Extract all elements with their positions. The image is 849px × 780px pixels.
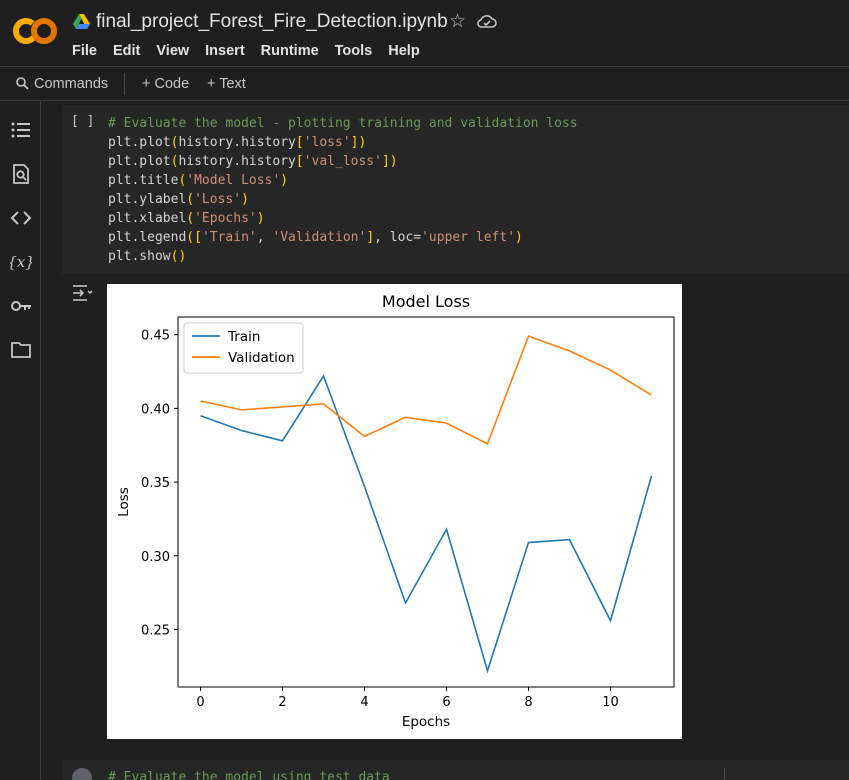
app-header: final_project_Forest_Fire_Detection.ipyn… [0,0,849,66]
code-editor[interactable]: # Evaluate the model - plotting training… [108,114,578,266]
toolbar-divider [124,73,125,95]
chart-output: 0 2 4 6 8 10 0.25 0.30 0.35 0.40 0.45 Model Loss Epo… [107,284,682,739]
x-tick-label: 0 [196,695,204,710]
y-tick-label: 0.35 [141,476,170,491]
menu-tools[interactable]: Tools [334,43,373,59]
y-tick-label: 0.40 [141,402,170,417]
next-cell-code: # Evaluate the model using test data [108,770,390,780]
svg-text:{x}: {x} [10,253,32,271]
add-code-button[interactable]: + Code [142,76,190,92]
colab-logo[interactable] [13,15,57,47]
add-text-button[interactable]: + Text [207,76,246,92]
menu-edit[interactable]: Edit [112,43,141,59]
series-line-validation [200,335,652,445]
find-replace-icon[interactable] [10,163,32,185]
y-tick-label: 0.30 [141,550,170,565]
google-drive-icon [73,14,90,29]
cloud-saved-icon[interactable] [477,13,497,31]
notebook-title[interactable]: final_project_Forest_Fire_Detection.ipyn… [96,11,448,32]
x-axis-label: Epochs [402,714,450,730]
next-code-cell[interactable] [62,760,849,780]
output-toggle-icon[interactable] [72,284,94,302]
x-tick-label: 2 [278,695,286,710]
chart-title: Model Loss [382,292,470,311]
left-sidebar: {x} [0,101,41,780]
x-tick-label: 10 [602,695,619,710]
x-tick-label: 6 [442,695,450,710]
code-line: plt.plot(history.history['loss']) [108,135,367,150]
code-line: plt.xlabel('Epochs') [108,211,265,226]
secrets-key-icon[interactable] [10,295,32,317]
table-of-contents-icon[interactable] [10,119,32,141]
menu-bar: File Edit View Insert Runtime Tools Help [72,43,436,59]
code-line: plt.show() [108,249,187,264]
toolbar: Commands + Code + Text [0,66,849,101]
files-folder-icon[interactable] [10,339,32,361]
code-line: plt.legend(['Train', 'Validation'], loc=… [108,230,523,245]
legend-label-validation: Validation [228,350,295,366]
next-run-button[interactable] [72,768,92,780]
menu-runtime[interactable]: Runtime [260,43,319,59]
run-cell-button[interactable]: [ ] [71,114,95,129]
variables-icon[interactable]: {x} [10,251,32,273]
code-line: plt.ylabel('Loss') [108,192,249,207]
y-tick-label: 0.25 [141,624,170,639]
menu-view[interactable]: View [156,43,190,59]
x-tick-label: 8 [524,695,532,710]
menu-insert[interactable]: Insert [205,43,245,59]
commands-button[interactable]: Commands [34,76,109,92]
y-axis-label: Loss [116,487,132,517]
x-tick-label: 4 [360,695,368,710]
next-cell-divider [724,768,725,780]
code-line: plt.title('Model Loss') [108,173,289,188]
menu-file[interactable]: File [72,43,97,59]
plot-area [177,316,675,688]
code-line: # Evaluate the model - plotting training… [108,116,578,131]
menu-help[interactable]: Help [388,43,420,59]
loss-chart: 0 2 4 6 8 10 0.25 0.30 0.35 0.40 0.45 Model Loss Epo… [116,292,675,730]
code-snippets-icon[interactable] [10,207,32,229]
star-icon[interactable]: ☆ [449,11,467,32]
y-tick-label: 0.45 [141,329,170,344]
code-line: plt.plot(history.history['val_loss']) [108,154,398,169]
code-cell[interactable] [62,105,849,274]
legend-label-train: Train [227,329,260,345]
search-icon [16,77,29,90]
series-line-train [200,374,653,674]
